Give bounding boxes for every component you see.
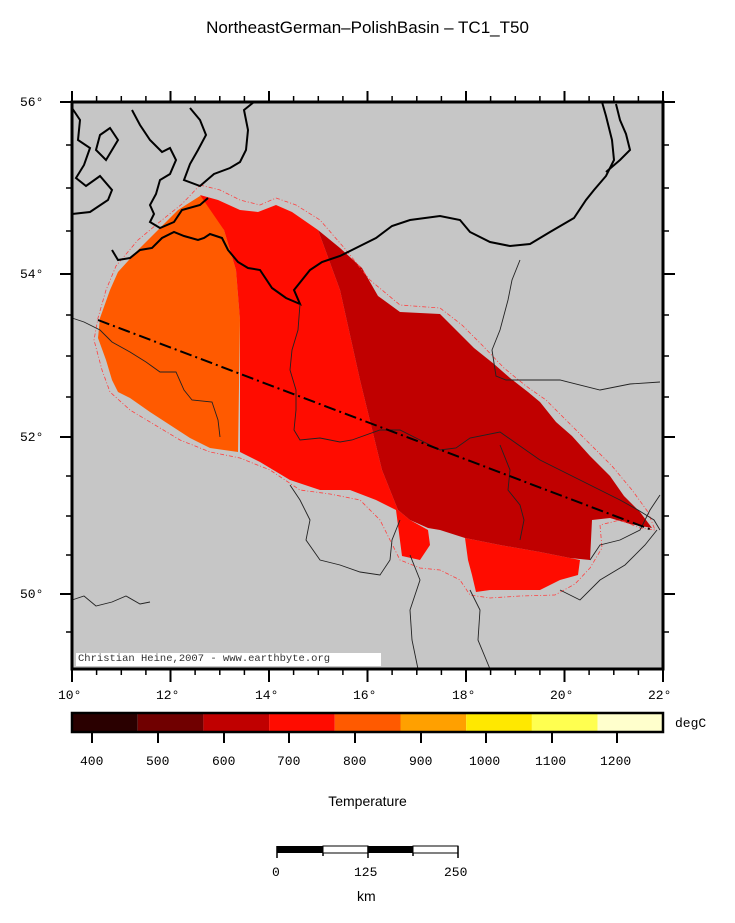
colorbar-label-400: 400 — [80, 754, 104, 769]
scale-unit: km — [357, 888, 376, 904]
colorbar-bin-6 — [466, 713, 532, 732]
lon-label-22: 22° — [648, 688, 672, 703]
profile-line — [97, 319, 653, 531]
lat-minor-ticks — [66, 144, 669, 633]
zone-800-900 — [98, 196, 240, 452]
colorbar-bin-2 — [203, 713, 270, 732]
scale-label-125: 125 — [354, 865, 378, 880]
coastlines — [71, 101, 632, 306]
colorbar — [70, 711, 665, 743]
colorbar-bin-5 — [400, 713, 467, 732]
lon-label-20: 20° — [550, 688, 574, 703]
map-title: NortheastGerman–PolishBasin – TC1_T50 — [206, 18, 529, 37]
lon-minor-ticks — [95, 96, 640, 675]
lat-label-50: 50° — [20, 587, 44, 602]
colorbar-title: Temperature — [328, 793, 407, 809]
lat-ticks — [60, 101, 675, 595]
colorbar-ticks — [91, 732, 618, 743]
lon-label-18: 18° — [452, 688, 476, 703]
credit-box — [76, 653, 381, 666]
colorbar-label-800: 800 — [343, 754, 367, 769]
credit-text: Christian Heine,2007 - www.earthbyte.org — [78, 653, 331, 665]
colorbar-label-600: 600 — [212, 754, 236, 769]
zone-700-800-south — [465, 538, 580, 592]
temperature-zones — [98, 195, 652, 592]
colorbar-label-500: 500 — [146, 754, 170, 769]
colorbar-bin-8 — [597, 713, 663, 732]
basin-outline — [93, 184, 656, 599]
lat-label-56: 56° — [20, 95, 44, 110]
colorbar-label-900: 900 — [409, 754, 433, 769]
lon-label-14: 14° — [255, 688, 279, 703]
colorbar-label-1100: 1100 — [535, 754, 567, 769]
lon-label-12: 12° — [156, 688, 180, 703]
colorbar-frame — [70, 711, 665, 734]
colorbar-label-1200: 1200 — [600, 754, 632, 769]
lon-label-16: 16° — [353, 688, 377, 703]
colorbar-label-700: 700 — [277, 754, 301, 769]
colorbar-unit: degC — [675, 716, 707, 731]
lon-label-10: 10° — [58, 688, 82, 703]
borders — [71, 259, 661, 670]
colorbar-label-1000: 1000 — [469, 754, 501, 769]
colorbar-bin-4 — [334, 713, 401, 732]
lon-ticks — [71, 91, 664, 682]
lat-label-52: 52° — [20, 430, 44, 445]
scale-bar — [276, 845, 459, 858]
zone-600-700 — [318, 230, 652, 560]
colorbar-bin-1 — [137, 713, 204, 732]
colorbar-bin-0 — [72, 713, 138, 732]
colorbar-bin-3 — [269, 713, 335, 732]
colorbar-bin-7 — [531, 713, 598, 732]
lat-label-54: 54° — [20, 267, 44, 282]
zone-700-800 — [200, 195, 430, 560]
scale-label-250: 250 — [444, 865, 468, 880]
scale-label-0: 0 — [272, 865, 280, 880]
